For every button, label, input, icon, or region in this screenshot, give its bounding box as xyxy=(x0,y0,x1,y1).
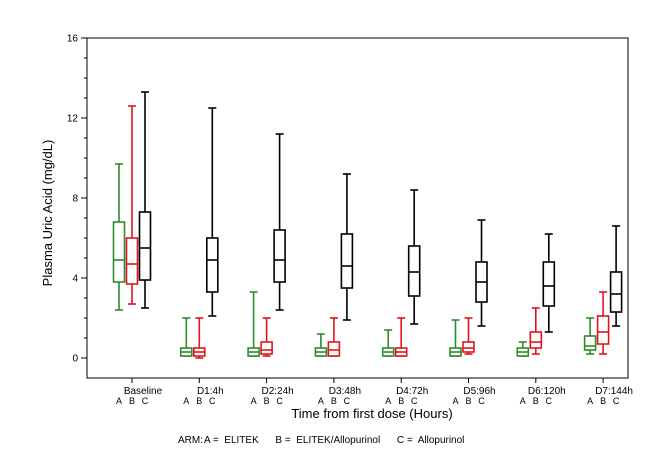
iqr-box xyxy=(542,261,556,307)
iqr-box xyxy=(609,271,623,313)
box-B xyxy=(394,317,408,357)
iqr-box xyxy=(260,341,273,355)
box-A xyxy=(516,341,530,357)
box-A xyxy=(112,163,126,311)
x-category-label: D2:24h xyxy=(261,386,293,397)
x-arm-letter: A xyxy=(385,396,391,406)
box-A xyxy=(180,317,193,357)
x-arm-letter: A xyxy=(183,396,189,406)
x-arm-letter: A xyxy=(251,396,257,406)
x-arm-letter: A xyxy=(520,396,526,406)
x-arm-letter: A xyxy=(116,396,122,406)
x-category-label: D1:4h xyxy=(197,386,224,397)
box-plots xyxy=(112,91,623,359)
x-arm-letter: A xyxy=(452,396,458,406)
box-C xyxy=(609,225,623,327)
box-A xyxy=(247,291,260,357)
iqr-box xyxy=(462,341,475,353)
iqr-box xyxy=(583,335,597,351)
box-C xyxy=(542,233,556,333)
box-A xyxy=(583,317,597,355)
box-A xyxy=(314,333,328,357)
x-arm-letter: C xyxy=(142,396,149,406)
box-B xyxy=(260,317,273,357)
box-B xyxy=(462,317,475,355)
box-B xyxy=(193,317,206,359)
y-axis: 0 4 8 12 16 xyxy=(67,34,87,365)
iqr-box xyxy=(125,237,139,285)
x-arm-letter: B xyxy=(196,396,202,406)
x-arm-letter: C xyxy=(478,396,485,406)
box-C xyxy=(340,173,354,321)
box-B xyxy=(327,317,341,357)
box-C xyxy=(475,219,488,327)
box-C xyxy=(273,133,286,311)
x-arm-letter: A xyxy=(318,396,324,406)
box-B xyxy=(596,291,610,355)
x-arm-letter: B xyxy=(600,396,606,406)
x-category-label: D5:96h xyxy=(463,386,495,397)
iqr-box xyxy=(340,233,354,289)
x-arm-letter: C xyxy=(276,396,283,406)
legend-arm-label: ARM: xyxy=(178,435,203,446)
iqr-box xyxy=(596,315,610,345)
x-arm-letter: C xyxy=(411,396,418,406)
x-axis-title: Time from first dose (Hours) xyxy=(291,406,452,421)
box-C xyxy=(138,91,152,309)
box-A xyxy=(381,329,395,357)
x-arm-letter: C xyxy=(546,396,553,406)
box-B xyxy=(529,307,543,355)
y-tick-label: 16 xyxy=(67,34,79,45)
x-arm-letter: A xyxy=(587,396,593,406)
x-arm-letter: B xyxy=(465,396,471,406)
x-arm-letter: C xyxy=(344,396,351,406)
x-category-label: Baseline xyxy=(124,386,163,397)
x-arm-letter: B xyxy=(533,396,539,406)
x-category-label: D6:120h xyxy=(528,386,566,397)
x-category-label: D4:72h xyxy=(396,386,428,397)
y-axis-title: Plasma Uric Acid (mg/dL) xyxy=(40,140,55,287)
y-tick-label: 12 xyxy=(67,114,79,125)
box-A xyxy=(449,319,462,357)
x-arm-letter: C xyxy=(209,396,216,406)
iqr-box xyxy=(112,221,126,283)
iqr-box xyxy=(529,331,543,349)
x-arm-letter: C xyxy=(613,396,620,406)
x-category-label: D7:144h xyxy=(595,386,633,397)
x-arm-letter: B xyxy=(331,396,337,406)
iqr-box xyxy=(138,211,152,281)
y-tick-label: 0 xyxy=(72,354,78,365)
x-arm-letter: B xyxy=(264,396,270,406)
x-category-label: D3:48h xyxy=(329,386,361,397)
y-tick-label: 4 xyxy=(72,274,78,285)
iqr-box xyxy=(327,341,341,357)
x-arm-letter: B xyxy=(129,396,135,406)
x-arm-letter: B xyxy=(398,396,404,406)
box-B xyxy=(125,105,139,305)
box-C xyxy=(407,189,421,325)
iqr-box xyxy=(407,245,421,297)
y-tick-label: 8 xyxy=(72,194,78,205)
iqr-box xyxy=(273,229,286,283)
plot-frame xyxy=(86,37,629,379)
legend-text: A = ELITEK B = ELITEK/Allopurinol C = Al… xyxy=(204,435,464,446)
iqr-box xyxy=(206,237,219,293)
box-C xyxy=(206,107,219,317)
